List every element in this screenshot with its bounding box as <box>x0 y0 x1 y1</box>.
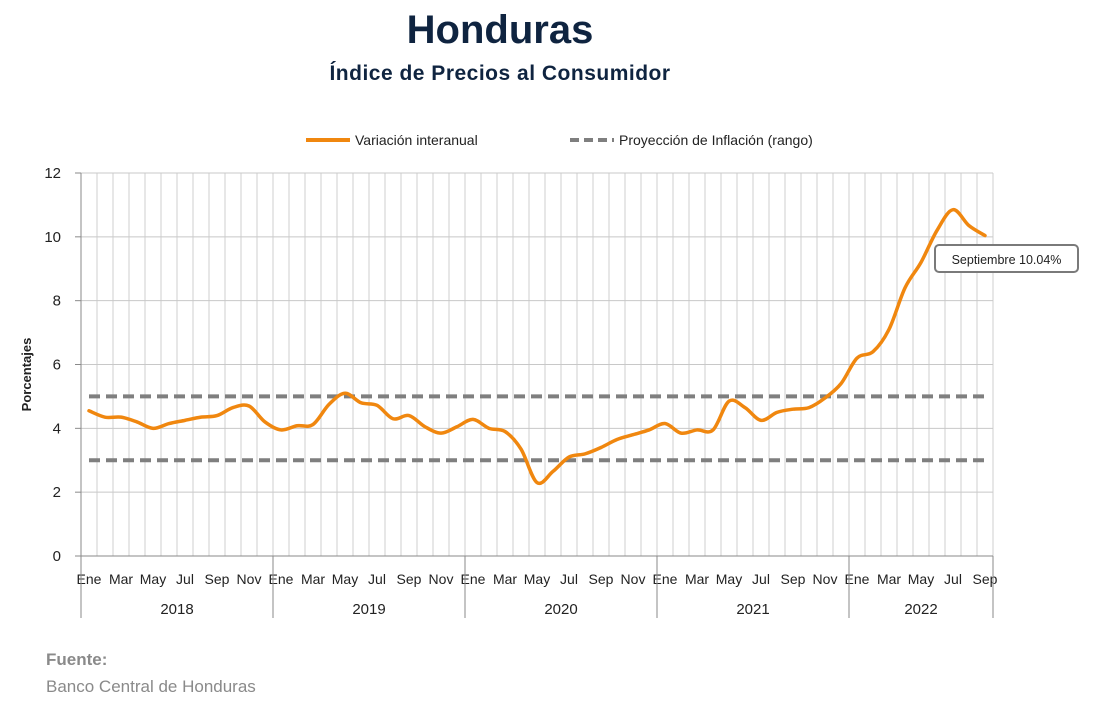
axes: 0 2 4 6 8 10 12 Porcentajes Ene Mar May Jul Sep Nov En… <box>19 165 998 618</box>
chart-title: Honduras <box>406 8 594 52</box>
gridlines <box>80 172 994 557</box>
x-tick-label-month: Mar <box>109 571 133 587</box>
x-tick-label-month: Mar <box>493 571 517 587</box>
y-tick-label: 2 <box>53 484 61 501</box>
x-tick-label-year: 2020 <box>544 601 577 618</box>
series-lines <box>87 207 987 486</box>
x-tick-label-month: Ene <box>461 571 486 587</box>
y-tick-label: 12 <box>44 165 61 182</box>
annotation: Septiembre 10.04% <box>934 244 1079 273</box>
legend-label-variacion: Variación interanual <box>355 132 478 148</box>
x-tick-label-month: Sep <box>589 571 614 587</box>
x-tick-label-month: May <box>332 571 358 587</box>
x-tick-label-month: Ene <box>269 571 294 587</box>
x-tick-label-month: May <box>716 571 742 587</box>
x-tick-label-month: Nov <box>237 571 262 587</box>
y-tick-label: 8 <box>53 293 61 310</box>
x-tick-label-month: Sep <box>973 571 998 587</box>
annotation-box <box>934 244 1079 273</box>
x-tick-label-month: May <box>140 571 166 587</box>
x-tick-label-month: Jul <box>560 571 578 587</box>
x-tick-label-month: Sep <box>397 571 422 587</box>
x-tick-label-month: Jul <box>176 571 194 587</box>
x-tick-label-month: Ene <box>845 571 870 587</box>
x-tick-label-month: Nov <box>429 571 454 587</box>
y-axis-title: Porcentajes <box>19 338 34 412</box>
x-tick-label-year: 2018 <box>160 601 193 618</box>
x-tick-label-month: May <box>908 571 934 587</box>
projection-range-lines <box>89 394 988 463</box>
x-tick-label-year: 2022 <box>904 601 937 618</box>
series-line-variacion-interanual <box>87 207 987 486</box>
x-tick-label-month: Mar <box>301 571 325 587</box>
y-tick-label: 10 <box>44 229 61 246</box>
x-tick-label-month: Mar <box>685 571 709 587</box>
x-tick-label-year: 2021 <box>736 601 769 618</box>
x-tick-label-month: Nov <box>813 571 838 587</box>
x-tick-label-year: 2019 <box>352 601 385 618</box>
annotation-label: Septiembre 10.04% <box>952 253 1062 267</box>
x-tick-label-month: Sep <box>781 571 806 587</box>
y-tick-label: 6 <box>53 357 61 374</box>
x-tick-label-month: Jul <box>368 571 386 587</box>
x-tick-label-month: Jul <box>944 571 962 587</box>
x-tick-label-month: Ene <box>653 571 678 587</box>
y-tick-label: 0 <box>53 548 61 565</box>
x-tick-label-month: Nov <box>621 571 646 587</box>
source-label: Fuente: <box>46 650 108 669</box>
source-text: Banco Central de Honduras <box>46 677 256 696</box>
legend: Variación interanual Proyección de Inflac… <box>306 132 813 148</box>
y-tick-label: 4 <box>53 420 61 437</box>
x-tick-label-month: Mar <box>877 571 901 587</box>
x-tick-label-month: May <box>524 571 550 587</box>
x-tick-label-month: Ene <box>77 571 102 587</box>
chart-subtitle: Índice de Precios al Consumidor <box>329 62 671 85</box>
x-tick-label-month: Jul <box>752 571 770 587</box>
x-tick-label-month: Sep <box>205 571 230 587</box>
legend-label-proyeccion: Proyección de Inflación (rango) <box>619 132 813 148</box>
